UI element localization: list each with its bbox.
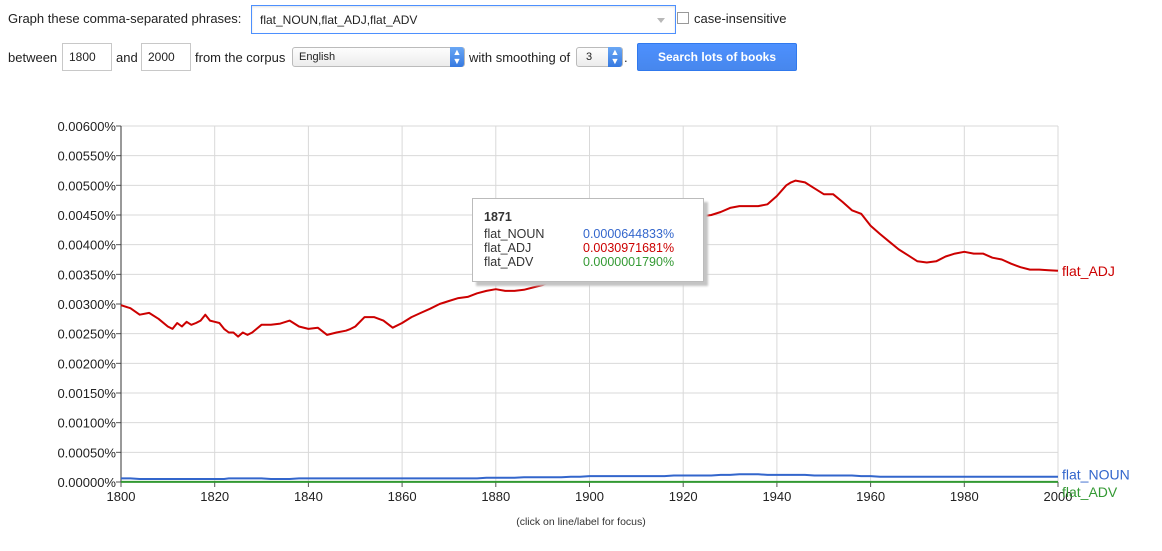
y-tick-label: 0.00000% bbox=[57, 475, 116, 490]
start-year-input[interactable]: 1800 bbox=[62, 43, 112, 71]
focus-note: (click on line/label for focus) bbox=[516, 516, 646, 528]
x-tick-label: 1820 bbox=[200, 489, 229, 504]
chart-grid bbox=[120, 125, 1059, 483]
between-label: between bbox=[8, 50, 58, 65]
chart-axes bbox=[116, 125, 1059, 487]
y-tick-label: 0.00150% bbox=[57, 386, 116, 401]
select-arrows-icon[interactable]: ▲ ▼ bbox=[450, 47, 464, 67]
chart-series[interactable] bbox=[120, 179, 1059, 483]
y-tick-label: 0.00250% bbox=[57, 327, 116, 342]
end-year-input[interactable]: 2000 bbox=[141, 43, 191, 71]
series-line-flat-adj[interactable] bbox=[120, 179, 1059, 338]
y-tick-label: 0.00200% bbox=[57, 356, 116, 371]
x-tick-label: 1980 bbox=[950, 489, 979, 504]
phrases-input[interactable]: flat_NOUN,flat_ADJ,flat_ADV bbox=[251, 5, 676, 34]
y-tick-label: 0.00350% bbox=[57, 267, 116, 282]
y-tick-label: 0.00300% bbox=[57, 297, 116, 312]
phrases-value[interactable]: flat_NOUN,flat_ADJ,flat_ADV bbox=[260, 13, 418, 27]
tooltip-series-value: 0.0030971681% bbox=[583, 241, 675, 255]
smoothing-label: with smoothing of bbox=[469, 50, 571, 65]
x-tick-label: 2000 bbox=[1044, 489, 1073, 504]
y-tick-label: 0.00500% bbox=[57, 178, 116, 193]
chart-tick-labels: 0.00000% 0.00050% 0.00100% 0.00150% 0.00200%… bbox=[57, 119, 1129, 504]
y-tick-label: 0.00450% bbox=[57, 208, 116, 223]
y-tick-label: 0.00550% bbox=[57, 149, 116, 164]
chevron-down-icon[interactable] bbox=[657, 18, 665, 23]
series-line-flat-noun[interactable] bbox=[121, 473, 1058, 480]
y-tick-label: 0.00600% bbox=[57, 119, 116, 134]
search-button[interactable]: Search lots of books bbox=[637, 43, 797, 71]
select-arrows-icon[interactable]: ▲ ▼ bbox=[608, 47, 622, 67]
tooltip-year: 1871 bbox=[484, 210, 512, 224]
series-end-label[interactable]: flat_ADV bbox=[1062, 484, 1118, 500]
tooltip-series-name: flat_ADJ bbox=[484, 241, 532, 255]
y-tick-label: 0.00050% bbox=[57, 445, 116, 460]
x-tick-label: 1960 bbox=[856, 489, 885, 504]
y-tick-label: 0.00400% bbox=[57, 238, 116, 253]
x-tick-label: 1880 bbox=[481, 489, 510, 504]
phrases-label: Graph these comma-separated phrases: bbox=[8, 11, 242, 26]
smoothing-select[interactable]: 3 ▲ ▼ bbox=[576, 47, 623, 67]
tooltip-series-name: flat_ADV bbox=[484, 255, 534, 269]
series-end-label[interactable]: flat_NOUN bbox=[1062, 467, 1130, 483]
x-tick-label: 1920 bbox=[669, 489, 698, 504]
x-tick-label: 1800 bbox=[107, 489, 136, 504]
y-tick-label: 0.00100% bbox=[57, 416, 116, 431]
case-insensitive-checkbox[interactable] bbox=[677, 12, 689, 24]
x-tick-label: 1900 bbox=[575, 489, 604, 504]
tooltip-series-name: flat_NOUN bbox=[484, 227, 545, 241]
and-label: and bbox=[116, 50, 138, 65]
corpus-value: English bbox=[299, 51, 336, 63]
series-end-label[interactable]: flat_ADJ bbox=[1062, 263, 1115, 279]
period-text: . bbox=[624, 50, 628, 65]
x-tick-label: 1840 bbox=[294, 489, 323, 504]
hover-tooltip: 1871 flat_NOUN 0.0000644833% flat_ADJ 0.… bbox=[472, 198, 704, 282]
case-insensitive-label[interactable]: case-insensitive bbox=[694, 11, 787, 26]
smoothing-value: 3 bbox=[586, 51, 593, 63]
x-tick-label: 1940 bbox=[762, 489, 791, 504]
tooltip-series-value: 0.0000001790% bbox=[583, 255, 675, 269]
x-tick-label: 1860 bbox=[388, 489, 417, 504]
corpus-label: from the corpus bbox=[195, 50, 286, 65]
corpus-select[interactable]: English ▲ ▼ bbox=[292, 47, 465, 67]
tooltip-series-value: 0.0000644833% bbox=[583, 227, 675, 241]
